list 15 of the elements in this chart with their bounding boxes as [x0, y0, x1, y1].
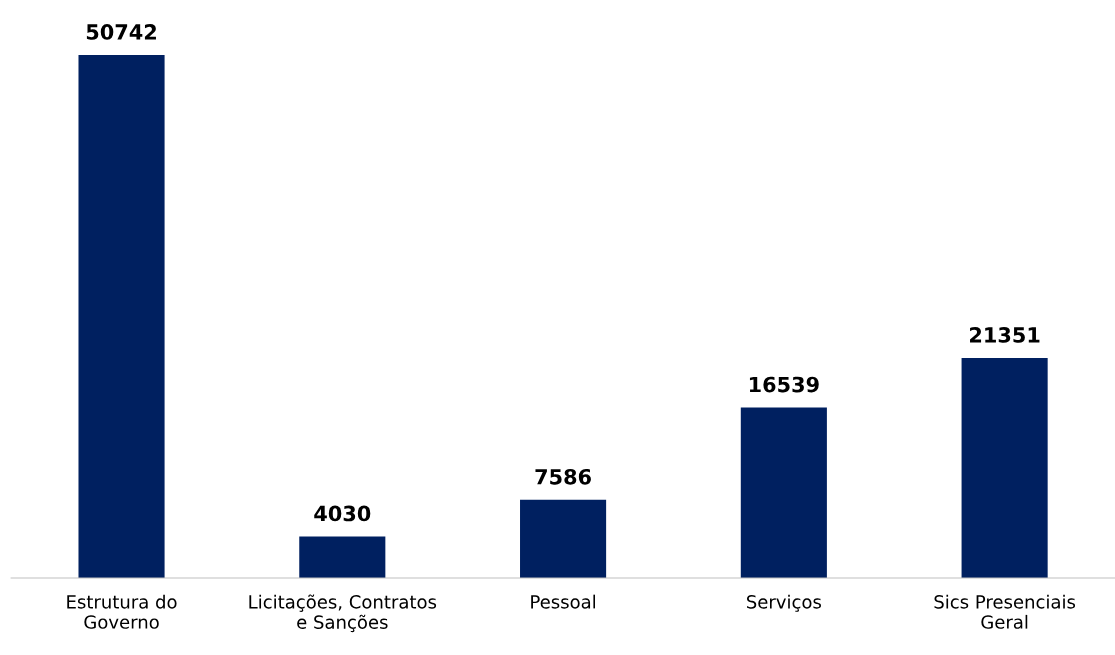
- bar: [740, 407, 827, 578]
- data-label: 16539: [749, 376, 819, 393]
- data-label: 50742: [86, 24, 156, 40]
- bar: [520, 499, 607, 578]
- x-tick-label: Pessoal: [531, 594, 596, 609]
- data-label: 7586: [535, 468, 591, 485]
- x-tick-label: Sics Presenciais Geral: [934, 594, 1076, 629]
- data-label: 4030: [314, 505, 371, 522]
- x-tick-label: Serviços: [747, 594, 821, 612]
- bar: [78, 55, 165, 578]
- bar: [961, 357, 1048, 578]
- x-tick-label: Estrutura do Governo: [67, 594, 177, 629]
- bar: [299, 536, 386, 578]
- data-label: 21351: [970, 327, 1040, 343]
- x-tick-label: Licitações, Contratos e Sanções: [249, 594, 437, 633]
